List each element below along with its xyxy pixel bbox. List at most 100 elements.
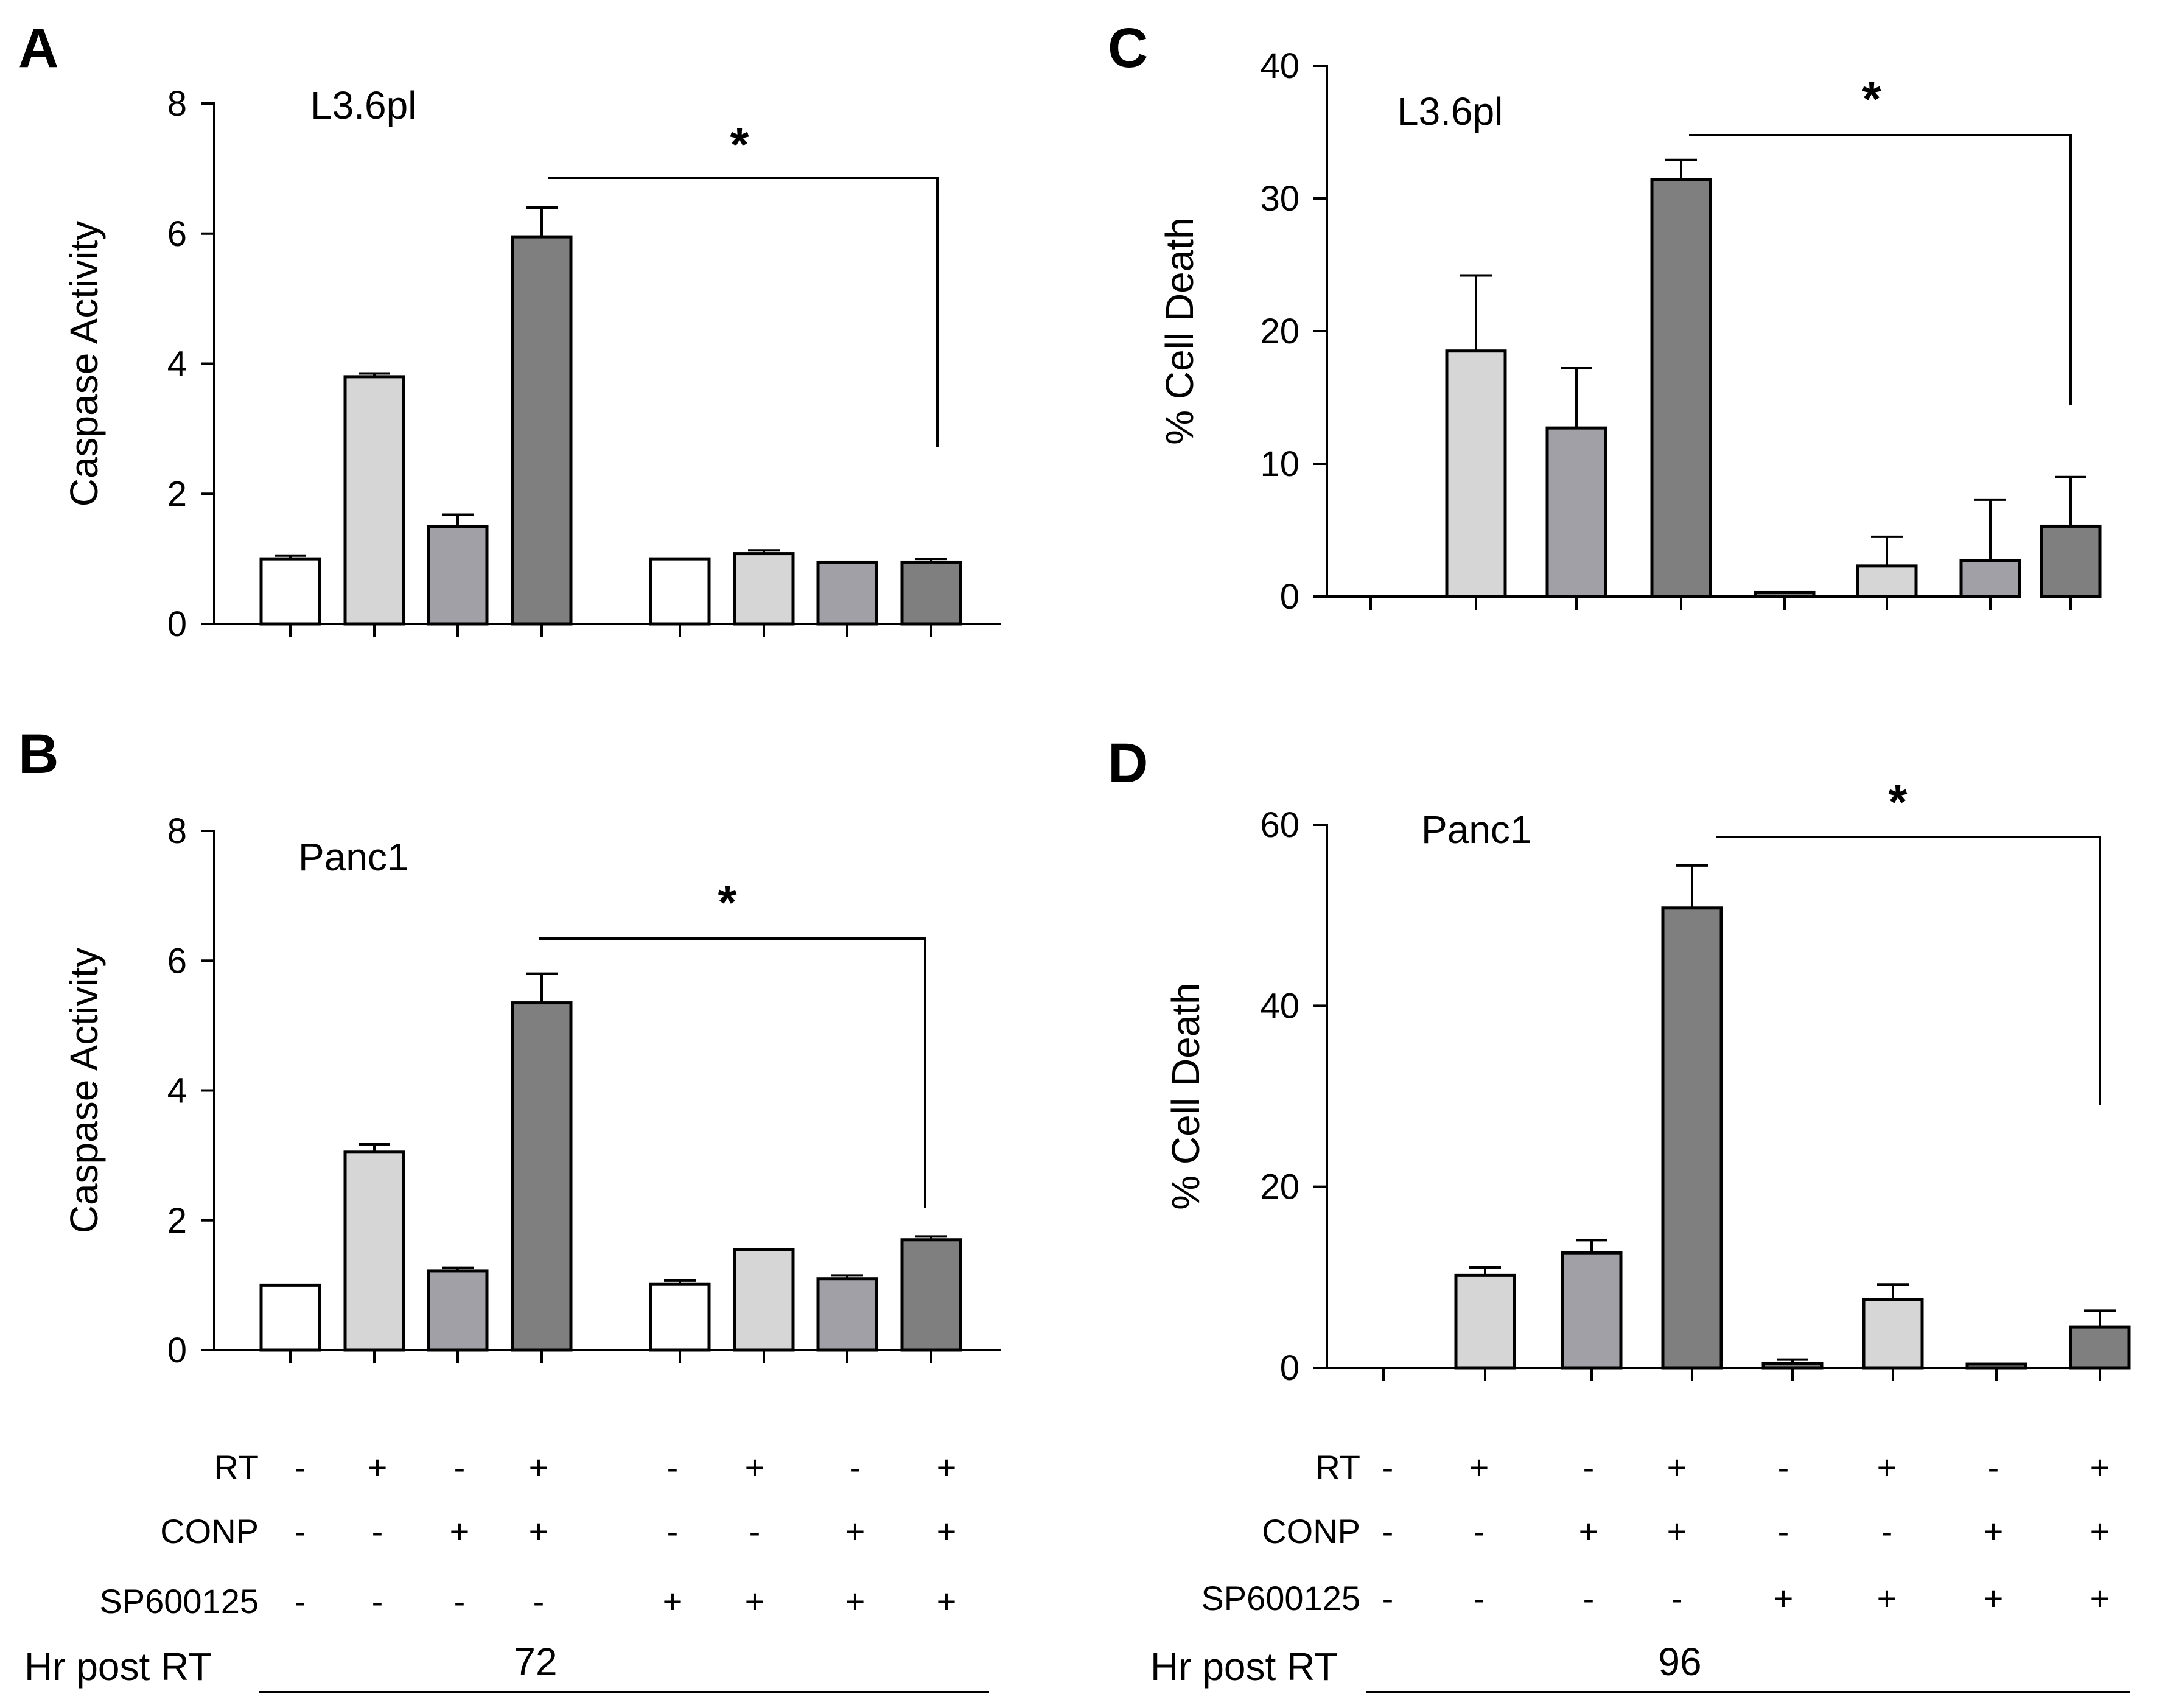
bar <box>1661 906 1723 1370</box>
bar <box>1856 564 1918 598</box>
condition-sign: - <box>850 1448 861 1486</box>
condition-sign: + <box>1877 1579 1897 1617</box>
significance-star: * <box>718 875 737 929</box>
bar <box>259 1283 321 1352</box>
condition-sign: + <box>663 1582 683 1620</box>
condition-label-conp: CONP <box>160 1512 259 1550</box>
bar <box>649 1282 711 1352</box>
condition-sign: + <box>1984 1579 2004 1617</box>
bar <box>1862 1298 1924 1370</box>
condition-sign: - <box>1474 1579 1485 1617</box>
condition-sign: - <box>1583 1579 1595 1617</box>
condition-sign: + <box>1877 1448 1897 1486</box>
condition-sign: + <box>529 1512 549 1550</box>
condition-sign: - <box>372 1582 383 1620</box>
y-tick-label: 6 <box>167 214 187 254</box>
bar <box>1965 1362 2027 1370</box>
condition-sign: + <box>745 1582 765 1620</box>
condition-sign: + <box>1469 1448 1489 1486</box>
condition-label-sp600125: SP600125 <box>99 1582 259 1620</box>
condition-sign: + <box>745 1448 765 1486</box>
bar <box>900 1238 962 1352</box>
condition-label-sp600125: SP600125 <box>1201 1579 1360 1617</box>
chart-panel-a: L3.6pl Caspase Activity 0 2 4 6 8 * <box>62 83 1001 644</box>
bar <box>343 1150 405 1352</box>
conditions-table-left: RT - + - + - + - +CONP - - + + - - + +SP600125- - - - + + + +Hr… <box>24 1448 989 1693</box>
bar <box>2040 524 2102 598</box>
condition-sign: - <box>1778 1512 1789 1550</box>
panel-letter-c: C <box>1108 17 1148 79</box>
bar <box>649 557 711 626</box>
condition-sign: - <box>749 1512 761 1550</box>
hr-post-rt-label: Hr post RT <box>24 1645 212 1689</box>
significance-star: * <box>1888 775 1908 829</box>
y-tick-label: 0 <box>1280 1348 1299 1388</box>
condition-sign: - <box>454 1582 466 1620</box>
y-tick-label: 8 <box>167 811 187 851</box>
condition-label-conp: CONP <box>1262 1512 1360 1550</box>
bar <box>343 375 405 626</box>
y-tick-label: 6 <box>167 941 187 981</box>
chart-title: Panc1 <box>1421 808 1531 852</box>
condition-sign: + <box>1667 1448 1687 1486</box>
bar <box>427 1269 489 1352</box>
significance-bracket <box>539 937 926 1208</box>
condition-sign: - <box>667 1448 679 1486</box>
chart-title: Panc1 <box>298 835 408 879</box>
chart-panel-c: L3.6pl % Cell Death 0 10 20 30 40 * <box>1158 46 2102 617</box>
condition-sign: - <box>1778 1448 1789 1486</box>
bar <box>2069 1325 2131 1370</box>
y-tick-label: 60 <box>1260 805 1299 845</box>
condition-sign: + <box>450 1512 470 1550</box>
y-tick-label: 40 <box>1260 986 1299 1026</box>
y-tick-label: 2 <box>167 1201 187 1241</box>
panel-letter-d: D <box>1108 732 1148 794</box>
condition-sign: + <box>1667 1512 1687 1550</box>
condition-sign: - <box>1671 1579 1683 1617</box>
y-tick-label: 8 <box>167 84 187 124</box>
chart-title: L3.6pl <box>310 83 416 127</box>
bar <box>1454 1273 1516 1370</box>
condition-sign: - <box>1382 1512 1394 1550</box>
condition-sign: - <box>1988 1448 1999 1486</box>
condition-sign: - <box>295 1512 306 1550</box>
y-tick-label: 4 <box>167 1071 187 1111</box>
condition-sign: - <box>1382 1448 1394 1486</box>
significance-star: * <box>730 117 749 172</box>
bar <box>1545 426 1607 598</box>
bar <box>259 557 321 626</box>
condition-sign: + <box>937 1512 957 1550</box>
bar <box>511 235 573 626</box>
condition-sign: + <box>845 1512 866 1550</box>
panel-letter-b: B <box>18 723 58 785</box>
y-tick-label: 2 <box>167 474 187 514</box>
bar <box>816 1277 878 1352</box>
condition-sign: + <box>2090 1512 2110 1550</box>
condition-sign: - <box>372 1512 383 1550</box>
condition-sign: + <box>2090 1448 2110 1486</box>
y-tick-label: 0 <box>167 1331 187 1370</box>
bar <box>427 525 489 626</box>
condition-sign: - <box>667 1512 679 1550</box>
bar <box>900 560 962 626</box>
y-tick-label: 30 <box>1260 179 1299 219</box>
condition-sign: + <box>529 1448 549 1486</box>
condition-sign: + <box>1984 1512 2004 1550</box>
bar <box>733 1248 795 1352</box>
bar <box>1754 590 1816 598</box>
bar <box>1561 1251 1623 1370</box>
y-tick-label: 20 <box>1260 312 1299 351</box>
condition-label-rt: RT <box>1315 1448 1360 1486</box>
y-axis-title: % Cell Death <box>1164 982 1208 1210</box>
condition-sign: + <box>845 1582 866 1620</box>
chart-panel-b: Panc1 Caspase Activity 0 2 4 6 8 * <box>62 811 1001 1370</box>
condition-sign: - <box>295 1448 306 1486</box>
bar <box>1445 349 1507 598</box>
chart-title: L3.6pl <box>1397 89 1503 133</box>
condition-sign: - <box>1474 1512 1485 1550</box>
bar <box>816 560 878 626</box>
y-tick-label: 0 <box>167 604 187 644</box>
y-tick-label: 40 <box>1260 46 1299 86</box>
significance-star: * <box>1862 72 1881 126</box>
